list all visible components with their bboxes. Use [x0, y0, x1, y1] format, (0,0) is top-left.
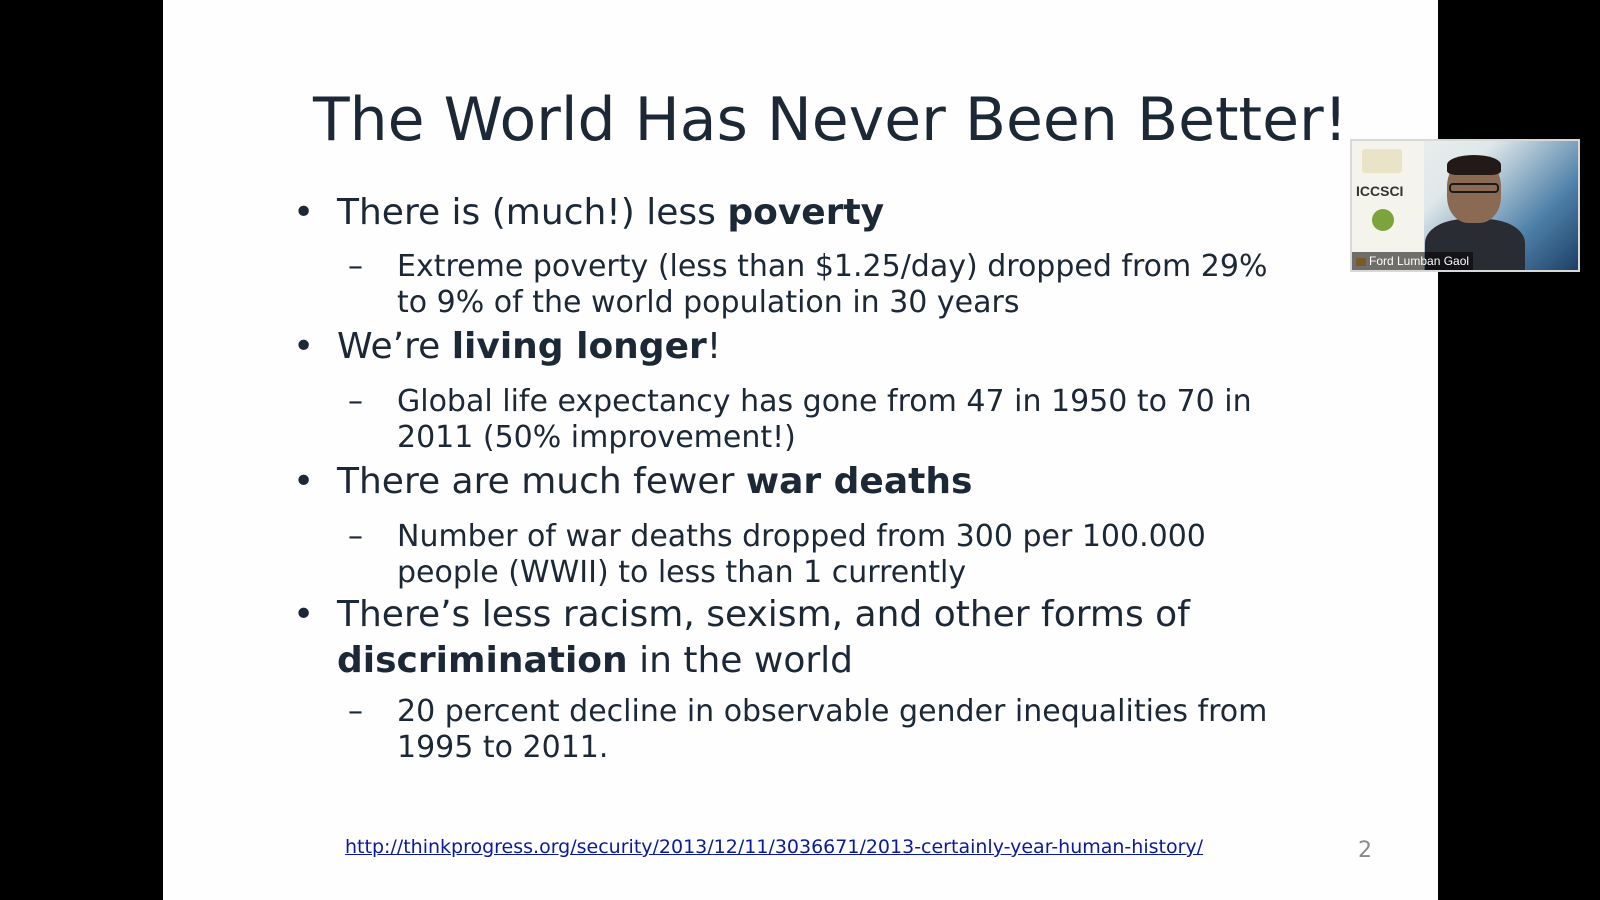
participant-video-tile[interactable]: ICCSCI Ford Lumban Gaol — [1350, 139, 1580, 272]
bullet-icon: • — [293, 192, 315, 233]
participant-name-label: Ford Lumban Gaol — [1352, 252, 1474, 270]
participant-avatar-icon — [1356, 257, 1366, 266]
dash-icon: – — [348, 384, 363, 419]
sub-point-line: 1995 to 2011. — [397, 730, 609, 765]
sub-point-line: 20 percent decline in observable gender … — [397, 694, 1268, 729]
participant-name: Ford Lumban Gaol — [1369, 254, 1470, 268]
sponsor-logo-icon — [1372, 209, 1394, 231]
slide: The World Has Never Been Better! • There… — [163, 0, 1438, 900]
slide-title: The World Has Never Been Better! — [313, 85, 1348, 155]
sub-point-line: to 9% of the world population in 30 year… — [397, 285, 1020, 320]
bullet-bold-text: discrimination — [337, 640, 628, 681]
bullet-icon: • — [293, 461, 315, 502]
bullet-icon: • — [293, 594, 315, 635]
dash-icon: – — [348, 519, 363, 554]
sub-point-line: Extreme poverty (less than $1.25/day) dr… — [397, 249, 1268, 284]
conference-logo-panel: ICCSCI — [1352, 141, 1424, 270]
sub-point-line: people (WWII) to less than 1 currently — [397, 555, 967, 590]
bullet-text: There’s less racism, sexism, and other f… — [337, 594, 1190, 681]
source-link[interactable]: http://thinkprogress.org/security/2013/1… — [345, 836, 1204, 858]
university-logo-icon — [1362, 149, 1402, 173]
bullet-bold-text: war deaths — [745, 461, 973, 502]
sub-point-line: Global life expectancy has gone from 47 … — [397, 384, 1252, 419]
dash-icon: – — [348, 249, 363, 284]
dash-icon: – — [348, 694, 363, 729]
conference-logo-text: ICCSCI — [1356, 183, 1404, 199]
bullet-bold-text: living longer — [451, 326, 707, 367]
bullet-text: There are much fewer war deaths — [337, 461, 973, 502]
bullet-text: We’re living longer! — [337, 326, 722, 367]
bullet-icon: • — [293, 326, 315, 367]
sub-point-line: Number of war deaths dropped from 300 pe… — [397, 519, 1206, 554]
bullet-bold-text: poverty — [727, 192, 885, 233]
sub-point-line: 2011 (50% improvement!) — [397, 420, 796, 455]
bullet-text: There is (much!) less poverty — [337, 192, 885, 233]
page-number: 2 — [1358, 838, 1372, 863]
